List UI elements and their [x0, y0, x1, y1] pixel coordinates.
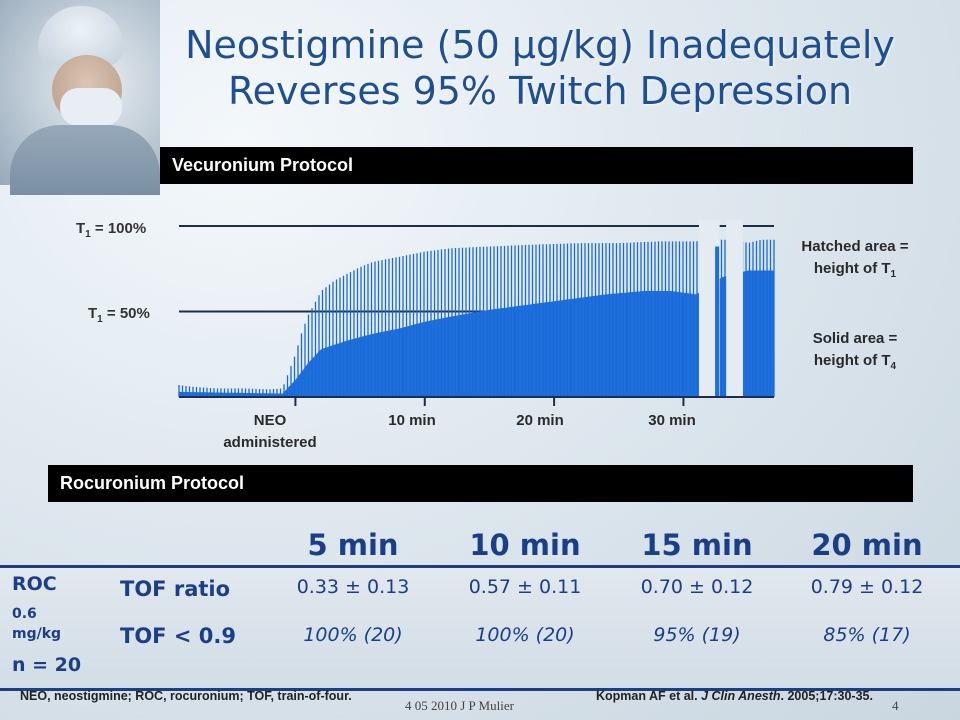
- table-header-20min: 20 min: [811, 528, 923, 562]
- legend-hatched: Hatched area = height of T1: [801, 238, 909, 280]
- group-label-dose: 0.6: [12, 606, 37, 622]
- footnote-abbreviations: NEO, neostigmine; ROC, rocuronium; TOF, …: [20, 689, 352, 703]
- x-tick-label-20: 20 min: [516, 412, 564, 429]
- cell-tof-ratio-10: 0.57 ± 0.11: [468, 576, 582, 598]
- table-header-5min: 5 min: [307, 528, 399, 562]
- chart-gap-1: [698, 220, 720, 397]
- surgeon-gown: [10, 125, 160, 195]
- table-header-10min: 10 min: [469, 528, 581, 562]
- cell-tof-ratio-15: 0.70 ± 0.12: [640, 576, 754, 598]
- group-label-unit: mg/kg: [12, 626, 62, 642]
- row-label-tof-under: TOF < 0.9: [120, 624, 236, 648]
- results-table: [0, 565, 960, 691]
- cell-tof-under-15: 95% (19): [653, 624, 741, 646]
- footnote-citation: Kopman AF et al. J Clin Anesth. 2005;17:…: [596, 689, 873, 703]
- surgical-mask: [60, 88, 122, 126]
- cell-tof-ratio-20: 0.79 ± 0.12: [810, 576, 924, 598]
- vecuronium-protocol-bar: Vecuronium Protocol: [160, 147, 913, 184]
- x-tick-label-neo: NEO administered: [223, 412, 317, 451]
- group-label-n: n = 20: [12, 654, 82, 676]
- surgeon-photo: [0, 0, 160, 195]
- cell-tof-under-10: 100% (20): [475, 624, 575, 646]
- rocuronium-protocol-bar: Rocuronium Protocol: [48, 465, 913, 502]
- chart-gap-2: [726, 220, 743, 397]
- cell-tof-ratio-5: 0.33 ± 0.13: [296, 576, 410, 598]
- x-tick-label-10: 10 min: [388, 412, 436, 429]
- footer-date: 4 05 2010 J P Mulier: [405, 698, 514, 713]
- table-header-15min: 15 min: [641, 528, 753, 562]
- y-label-100: T1 = 100%: [76, 220, 147, 240]
- title-line-1: Neostigmine (50 µg/kg) Inadequately: [185, 23, 895, 67]
- twitch-chart: [178, 220, 775, 406]
- cell-tof-under-20: 85% (17): [823, 624, 911, 646]
- cell-tof-under-5: 100% (20): [303, 624, 403, 646]
- title-line-2: Reverses 95% Twitch Depression: [227, 69, 853, 113]
- x-tick-label-30: 30 min: [648, 412, 696, 429]
- slide-title: Neostigmine (50 µg/kg) Inadequately Reve…: [140, 22, 940, 114]
- page-number: 4: [892, 698, 899, 713]
- y-label-50: T1 = 50%: [88, 305, 150, 325]
- chart-spike: [715, 246, 720, 397]
- legend-solid: Solid area = height of T4: [812, 330, 898, 372]
- row-label-tof-ratio: TOF ratio: [120, 577, 231, 601]
- group-label-roc: ROC: [12, 573, 57, 595]
